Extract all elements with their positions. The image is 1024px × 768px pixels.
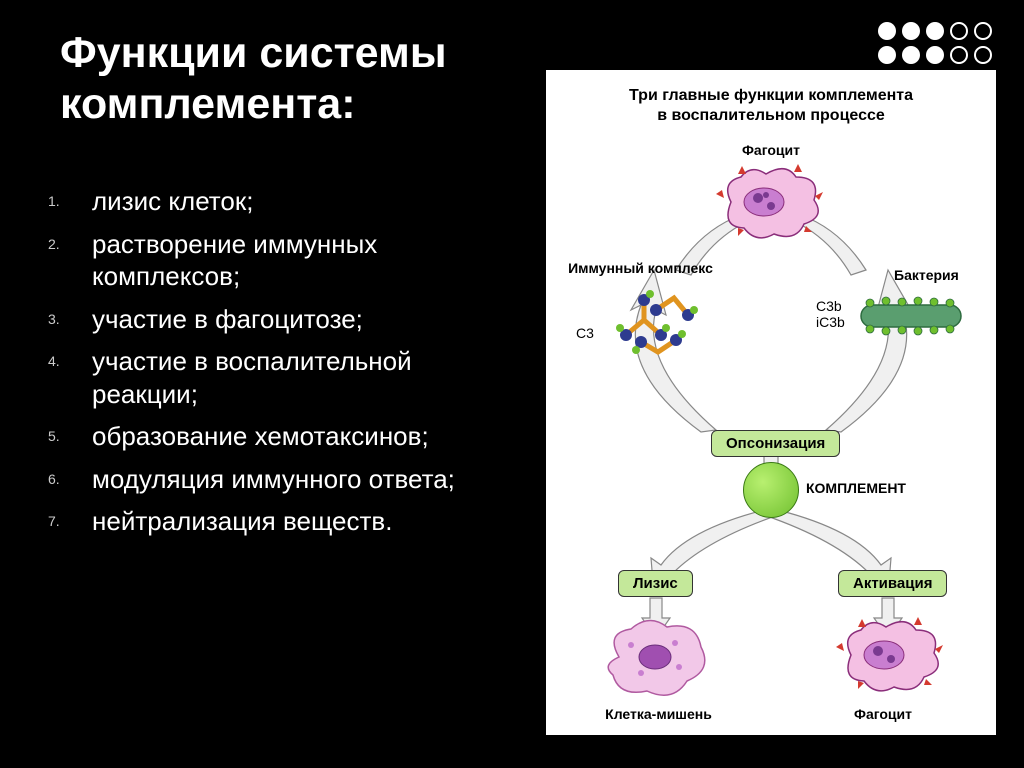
label-ic3b: iC3b: [816, 314, 845, 330]
list-item: участие в фагоцитозе;: [48, 303, 468, 336]
label-phagocyte-bottom: Фагоцит: [854, 706, 912, 722]
chip-lysis: Лизис: [618, 570, 693, 597]
label-complement: КОМПЛЕМЕНТ: [806, 480, 906, 496]
functions-list: лизис клеток; растворение иммунных компл…: [48, 185, 468, 548]
list-item: лизис клеток;: [48, 185, 468, 218]
list-item: образование хемотаксинов;: [48, 420, 468, 453]
list-item: растворение иммунных комплексов;: [48, 228, 468, 293]
slide-title: Функции системы комплемента:: [60, 28, 560, 129]
list-item: участие в воспалительной реакции;: [48, 345, 468, 410]
label-target-cell: Клетка-мишень: [601, 706, 716, 722]
diagram-title-line-1: Три главные функции комплемента: [629, 87, 913, 104]
phagocyte-cell-icon: [716, 162, 826, 242]
list-item: модуляция иммунного ответа;: [48, 463, 468, 496]
chip-activation: Активация: [838, 570, 947, 597]
label-immune-complex: Иммунный комплекс: [568, 260, 713, 276]
complement-diagram: Три главные функции комплемента в воспал…: [546, 70, 996, 735]
phagocyte-bottom-icon: [836, 615, 946, 695]
label-bacterium: Бактерия: [894, 267, 959, 283]
label-c3b: C3b: [816, 298, 842, 314]
diagram-title-line-2: в воспалительном процессе: [657, 107, 885, 124]
chip-opsonization: Опсонизация: [711, 430, 840, 457]
immune-complex-icon: [606, 280, 706, 360]
bacterium-icon: [856, 295, 966, 335]
list-item: нейтрализация веществ.: [48, 505, 468, 538]
target-cell-icon: [601, 615, 711, 700]
diagram-title: Три главные функции комплемента в воспал…: [546, 86, 996, 126]
label-c3: C3: [576, 325, 594, 341]
complement-ball-icon: [743, 462, 799, 518]
label-phagocyte-top: Фагоцит: [736, 142, 806, 158]
